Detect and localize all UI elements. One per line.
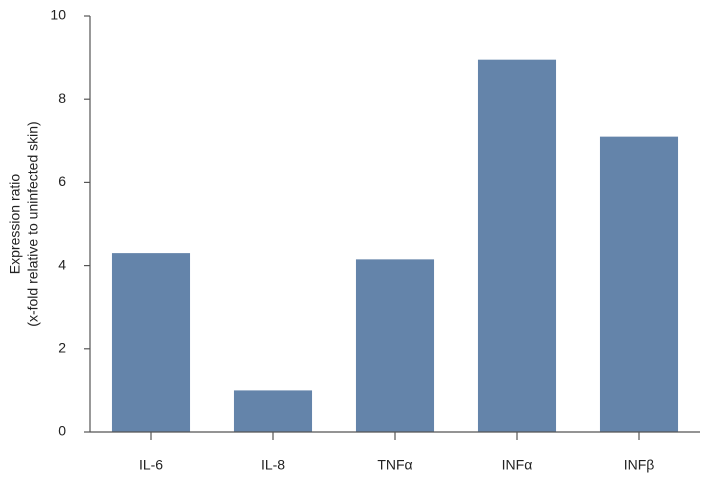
x-tick-label: IL-6 — [139, 457, 163, 473]
bar — [233, 390, 313, 432]
y-tick-label: 10 — [50, 7, 66, 23]
bar — [355, 259, 435, 432]
y-tick-label: 8 — [58, 90, 66, 106]
x-tick-label: INFβ — [624, 457, 655, 473]
bar — [599, 136, 679, 432]
y-axis-title-line: Expression ratio — [7, 174, 23, 275]
y-tick-label: 6 — [58, 173, 66, 189]
y-tick-label: 0 — [58, 423, 66, 439]
bar — [111, 253, 191, 432]
y-tick-label: 4 — [58, 256, 66, 272]
x-tick-label: TNFα — [377, 457, 412, 473]
bar — [477, 59, 557, 433]
y-tick-label: 2 — [58, 340, 66, 356]
y-axis-title-line: (x-fold relative to uninfected skin) — [25, 121, 41, 326]
y-axis-title: Expression ratio (x-fold relative to uni… — [7, 121, 41, 326]
x-tick-label: INFα — [502, 457, 533, 473]
x-tick-label: IL-8 — [261, 457, 285, 473]
